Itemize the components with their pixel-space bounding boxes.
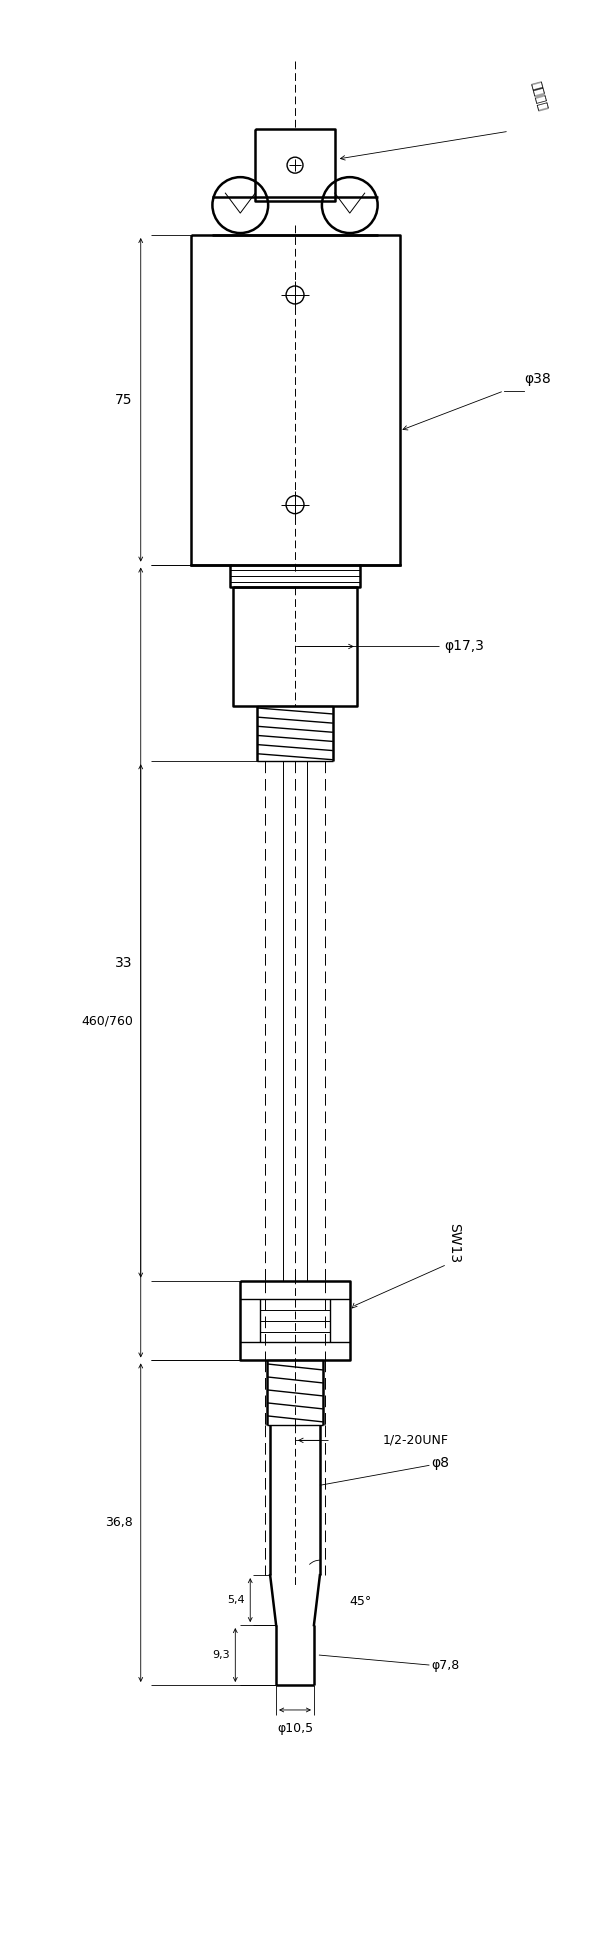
Text: φ17,3: φ17,3 [445, 639, 484, 654]
Text: φ8: φ8 [431, 1456, 449, 1471]
Text: 电缆引线: 电缆引线 [529, 80, 549, 112]
Text: 5,4: 5,4 [227, 1595, 245, 1604]
Text: 460/760: 460/760 [81, 1015, 133, 1027]
Text: φ10,5: φ10,5 [277, 1722, 313, 1736]
Text: φ7,8: φ7,8 [431, 1659, 460, 1671]
Text: 1/2-20UNF: 1/2-20UNF [383, 1434, 449, 1448]
Text: φ38: φ38 [524, 372, 551, 386]
Text: 75: 75 [115, 394, 133, 407]
Text: 9,3: 9,3 [212, 1649, 230, 1659]
Text: 33: 33 [115, 956, 133, 970]
Text: 45°: 45° [350, 1595, 372, 1608]
Text: SW13: SW13 [448, 1224, 461, 1264]
Text: 36,8: 36,8 [105, 1516, 133, 1530]
